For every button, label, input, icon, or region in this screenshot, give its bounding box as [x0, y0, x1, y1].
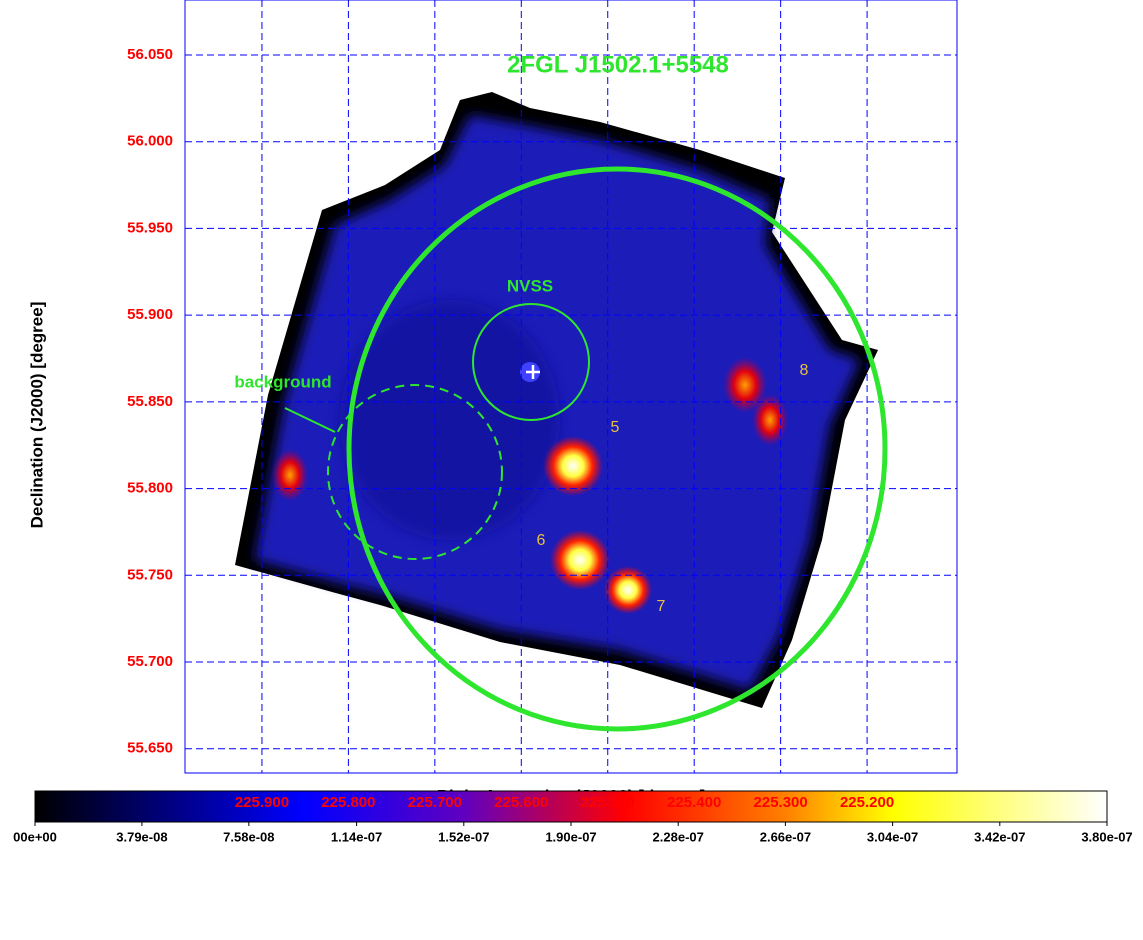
source-blob: [272, 449, 308, 501]
colorbar-tick-label: 7.58e-08: [223, 829, 274, 844]
annotation: 6: [537, 532, 546, 549]
y-tick-label: 55.800: [127, 480, 173, 497]
x-tick-label: 225.700: [408, 794, 462, 811]
chart-title: 2FGL J1502.1+5548: [507, 51, 729, 78]
colorbar-tick-label: 00e+00: [13, 829, 57, 844]
y-tick-label: 55.650: [127, 740, 173, 757]
x-tick-label: 225.600: [494, 794, 548, 811]
colorbar-tick-label: 3.42e-07: [974, 829, 1025, 844]
annotation: 7: [657, 598, 666, 615]
colorbar-tick-label: 1.52e-07: [438, 829, 489, 844]
annotation: 8: [800, 362, 809, 379]
colorbar-tick-label: 1.90e-07: [545, 829, 596, 844]
x-tick-label: 225.200: [840, 794, 894, 811]
x-tick-label: 225.300: [754, 794, 808, 811]
colorbar-tick-label: 2.66e-07: [760, 829, 811, 844]
y-tick-label: 55.850: [127, 393, 173, 410]
x-tick-label: 225.900: [235, 794, 289, 811]
source-blob: [550, 530, 610, 590]
colorbar-tick-label: 3.79e-08: [116, 829, 167, 844]
y-tick-label: 55.700: [127, 653, 173, 670]
y-axis-label: Declination (J2000) [degree]: [27, 302, 46, 529]
y-tick-label: 56.000: [127, 133, 173, 150]
y-tick-label: 55.750: [127, 566, 173, 583]
source-blob: [604, 566, 652, 614]
colorbar-tick-label: 2.28e-07: [653, 829, 704, 844]
annotation: NVSS: [507, 276, 553, 295]
x-tick-label: 225.500: [581, 794, 635, 811]
annotation: 5: [611, 419, 620, 436]
y-tick-label: 55.950: [127, 219, 173, 236]
colorbar-tick-label: 3.04e-07: [867, 829, 918, 844]
y-tick-label: 55.900: [127, 306, 173, 323]
chart: 2FGL J1502.1+5548 NVSS background 5 6 7 …: [0, 0, 1143, 940]
colorbar-tick-label: 3.80e-07: [1081, 829, 1132, 844]
y-tick-label: 56.050: [127, 46, 173, 63]
source-blob: [543, 436, 603, 496]
image: [235, 92, 878, 708]
x-tick-label: 225.400: [667, 794, 721, 811]
annotation: background: [234, 372, 331, 391]
colorbar-tick-label: 1.14e-07: [331, 829, 382, 844]
colorbar: [35, 791, 1107, 822]
x-tick-label: 225.800: [321, 794, 375, 811]
